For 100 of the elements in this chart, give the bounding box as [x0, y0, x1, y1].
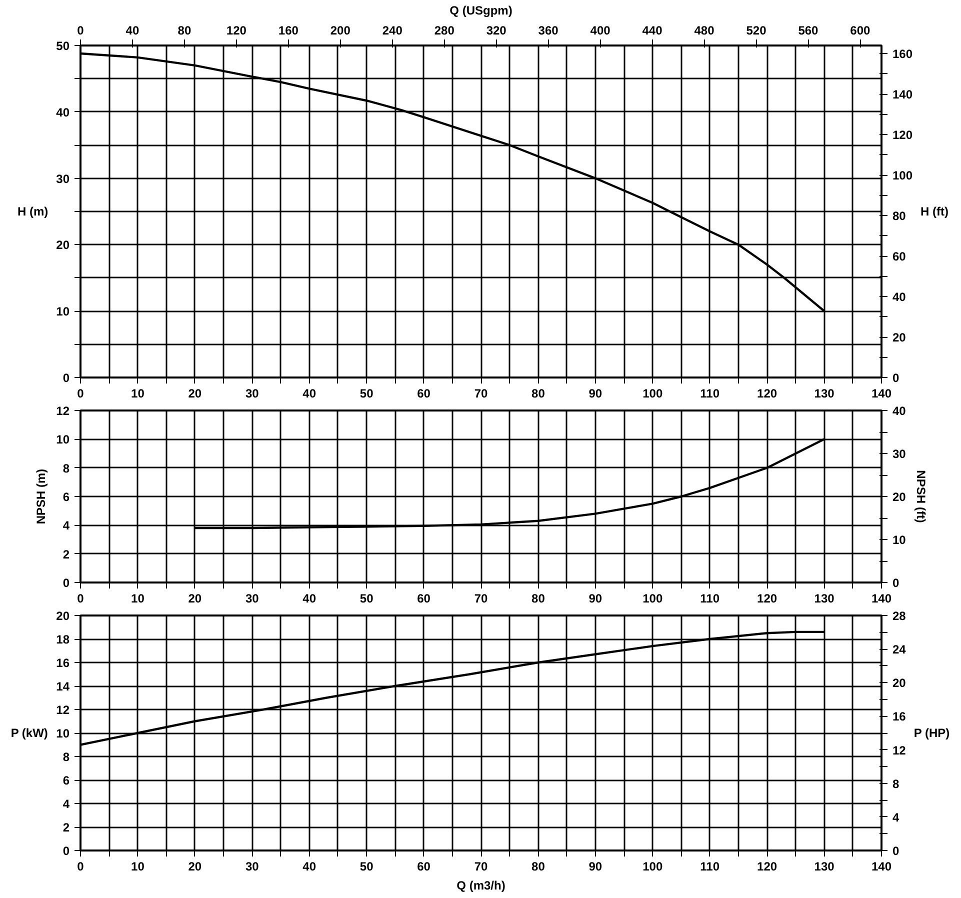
- x2-tick-label: 80: [178, 24, 192, 38]
- x-tick-label: 110: [700, 592, 720, 606]
- x2-tick-label: 600: [850, 24, 871, 38]
- x-tick-label: 40: [302, 386, 316, 400]
- y2-tick-label: 0: [892, 576, 900, 590]
- x-tick-label: 10: [131, 386, 145, 400]
- y2-tick-label: 12: [892, 743, 906, 758]
- x-tick-label: 10: [131, 860, 145, 874]
- x-tick-label: 50: [360, 386, 374, 400]
- y-tick-label: 10: [56, 432, 70, 447]
- y2-tick-label: 40: [892, 404, 906, 418]
- y2-tick-label: 140: [892, 88, 913, 102]
- x2-tick-label: 120: [226, 24, 247, 38]
- x2-tick-label: 240: [382, 24, 403, 38]
- x-tick-label: 110: [700, 386, 720, 400]
- x-tick-label: 70: [474, 386, 488, 400]
- y-axis-title: H (m): [17, 204, 48, 218]
- y-tick-label: 12: [56, 404, 70, 418]
- y-tick-label: 2: [62, 820, 70, 834]
- x-tick-label: 120: [757, 860, 778, 874]
- x2-tick-label: 200: [330, 24, 351, 38]
- x-tick-label: 110: [700, 860, 720, 874]
- x-tick-label: 140: [871, 860, 892, 874]
- y2-tick-label: 0: [892, 844, 900, 858]
- x-tick-label: 30: [245, 860, 260, 874]
- y2-tick-label: 8: [892, 776, 900, 791]
- y-tick-label: 20: [56, 238, 70, 252]
- y2-axis-title: P (HP): [914, 726, 950, 740]
- y-tick-label: 8: [62, 750, 70, 764]
- y-axis-title: NPSH (m): [34, 468, 48, 524]
- y-axis-title: P (kW): [10, 726, 48, 740]
- y-tick-label: 18: [56, 632, 70, 646]
- y2-axis-title: H (ft): [920, 204, 949, 218]
- y2-tick-label: 4: [892, 810, 900, 824]
- x2-tick-label: 480: [694, 24, 715, 38]
- y-tick-label: 4: [62, 518, 70, 533]
- y2-tick-label: 20: [892, 490, 906, 504]
- x2-tick-label: 360: [538, 24, 559, 38]
- x-tick-label: 130: [814, 592, 835, 606]
- x-axis-title: Q (m3/h): [456, 878, 506, 892]
- y2-tick-label: 0: [892, 371, 900, 385]
- x2-tick-label: 520: [746, 24, 767, 38]
- x-tick-label: 20: [188, 592, 202, 606]
- x-tick-label: 50: [360, 592, 374, 606]
- y2-tick-label: 160: [892, 47, 913, 62]
- y-tick-label: 4: [62, 797, 70, 811]
- y-tick-label: 6: [62, 490, 70, 504]
- x-tick-label: 90: [588, 592, 602, 606]
- y2-tick-label: 60: [892, 250, 906, 264]
- x-tick-label: 100: [642, 592, 663, 606]
- x-tick-label: 70: [474, 860, 488, 874]
- y2-tick-label: 16: [892, 710, 906, 724]
- y-tick-label: 50: [56, 39, 70, 53]
- x2-tick-label: 320: [486, 24, 507, 38]
- y-tick-label: 10: [56, 726, 70, 740]
- y-tick-label: 40: [56, 105, 70, 120]
- x2-axis-title: Q (USgpm): [450, 4, 512, 18]
- y2-axis-title: NPSH (ft): [914, 470, 928, 523]
- y-tick-label: 12: [56, 703, 70, 717]
- x-tick-label: 20: [188, 860, 202, 874]
- y-tick-label: 8: [62, 461, 70, 476]
- x-tick-label: 120: [757, 386, 778, 400]
- y2-tick-label: 30: [892, 447, 906, 461]
- x-tick-label: 0: [77, 386, 84, 400]
- y-tick-label: 0: [62, 576, 70, 590]
- y2-tick-label: 40: [892, 290, 906, 304]
- x-tick-label: 60: [417, 592, 431, 606]
- x-tick-label: 40: [302, 860, 316, 874]
- y-tick-label: 16: [56, 656, 70, 670]
- y2-tick-label: 20: [892, 676, 906, 690]
- x-tick-label: 20: [188, 386, 202, 400]
- x-tick-label: 140: [871, 592, 892, 606]
- x2-tick-label: 0: [77, 24, 84, 38]
- x-tick-label: 80: [532, 592, 546, 606]
- x-tick-label: 90: [588, 386, 602, 400]
- x-tick-label: 100: [642, 386, 663, 400]
- y2-tick-label: 100: [892, 168, 913, 183]
- x-tick-label: 30: [245, 386, 260, 400]
- y2-tick-label: 80: [892, 209, 906, 224]
- x2-tick-label: 280: [434, 24, 455, 38]
- x-tick-label: 130: [814, 386, 835, 400]
- x2-tick-label: 440: [642, 24, 663, 38]
- x2-tick-label: 160: [278, 24, 299, 38]
- x2-tick-label: 400: [590, 24, 611, 38]
- x-tick-label: 60: [417, 860, 431, 874]
- y-tick-label: 14: [56, 680, 70, 694]
- y-tick-label: 2: [62, 547, 70, 562]
- x-tick-label: 0: [77, 592, 84, 606]
- y2-tick-label: 10: [892, 533, 906, 547]
- y-tick-label: 6: [62, 774, 70, 788]
- x-tick-label: 120: [757, 592, 778, 606]
- y2-tick-label: 20: [892, 330, 906, 345]
- x-tick-label: 0: [77, 860, 84, 874]
- x-tick-label: 80: [532, 386, 546, 400]
- x2-tick-label: 40: [126, 24, 140, 38]
- x-tick-label: 140: [871, 386, 892, 400]
- y2-tick-label: 120: [892, 128, 913, 142]
- x-tick-label: 100: [642, 860, 663, 874]
- y-tick-label: 0: [62, 371, 70, 385]
- y-tick-label: 30: [56, 172, 70, 186]
